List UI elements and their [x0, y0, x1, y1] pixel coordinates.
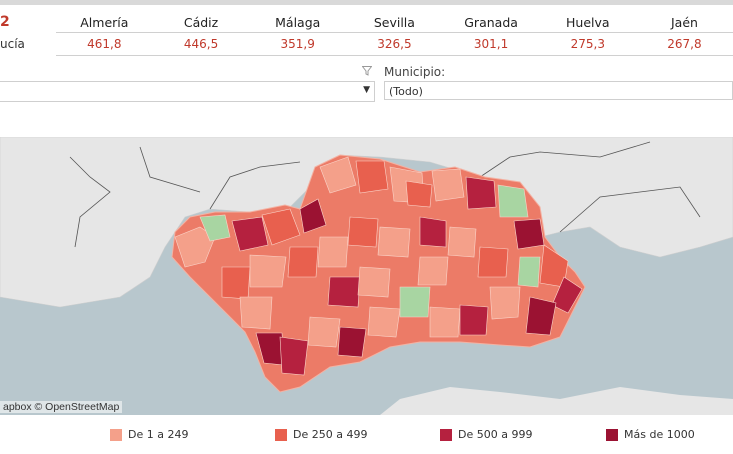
andalucia-map[interactable]	[0, 137, 733, 415]
legend-item[interactable]: De 250 a 499	[275, 428, 367, 441]
province-value: 267,8	[667, 37, 702, 51]
province-value: 275,3	[570, 37, 605, 51]
land-africa	[380, 387, 733, 415]
province-name[interactable]: Málaga	[275, 14, 321, 30]
summary-value: 2	[0, 14, 10, 30]
province-table: Almería Cádiz Málaga Sevilla Granada Hue…	[56, 12, 733, 56]
province-name[interactable]: Sevilla	[373, 14, 415, 30]
province-name[interactable]: Granada	[464, 14, 518, 30]
province-value: 301,1	[473, 37, 509, 51]
province-name[interactable]: Cádiz	[183, 14, 219, 30]
municipio-label: Municipio:	[384, 65, 446, 79]
legend-item[interactable]: Más de 1000	[606, 428, 695, 441]
municipio-select[interactable]: (Todo)	[384, 81, 733, 100]
province-value: 326,5	[377, 37, 412, 51]
triangle-down-icon[interactable]: ▼	[363, 85, 370, 95]
funnel-icon[interactable]	[361, 66, 373, 79]
legend-item[interactable]: De 500 a 999	[440, 428, 532, 441]
province-name[interactable]: Almería	[80, 14, 129, 30]
province-filter-select[interactable]: ▼	[0, 81, 375, 102]
province-name[interactable]: Jaén	[670, 14, 698, 30]
region-borders	[69, 141, 701, 248]
legend-label: Más de 1000	[624, 428, 695, 441]
map-legend: De 1 a 249 De 250 a 499 De 500 a 999 Más…	[0, 424, 733, 446]
province-header-row: Almería Cádiz Málaga Sevilla Granada Hue…	[56, 12, 733, 32]
legend-swatch	[275, 428, 287, 441]
legend-item[interactable]: De 1 a 249	[110, 428, 188, 441]
region-name: ucía	[0, 37, 25, 51]
legend-swatch	[440, 428, 452, 441]
province-value: 461,8	[87, 37, 122, 51]
province-name[interactable]: Huelva	[566, 14, 610, 30]
land-iberia	[0, 137, 733, 308]
map-attribution[interactable]: apbox © OpenStreetMap	[0, 401, 123, 413]
legend-label: De 250 a 499	[293, 428, 368, 441]
province-value: 351,9	[280, 37, 315, 51]
map-view[interactable]: apbox © OpenStreetMap	[0, 137, 733, 415]
province-value: 446,5	[183, 37, 219, 51]
legend-label: De 1 a 249	[128, 428, 189, 441]
legend-label: De 500 a 999	[458, 428, 533, 441]
province-value-row: 461,8 446,5 351,9 326,5 301,1 275,3 267,…	[56, 32, 733, 56]
municipality-patches[interactable]	[174, 156, 583, 376]
legend-swatch	[606, 428, 618, 441]
top-bar	[0, 0, 733, 5]
legend-swatch	[110, 428, 122, 441]
